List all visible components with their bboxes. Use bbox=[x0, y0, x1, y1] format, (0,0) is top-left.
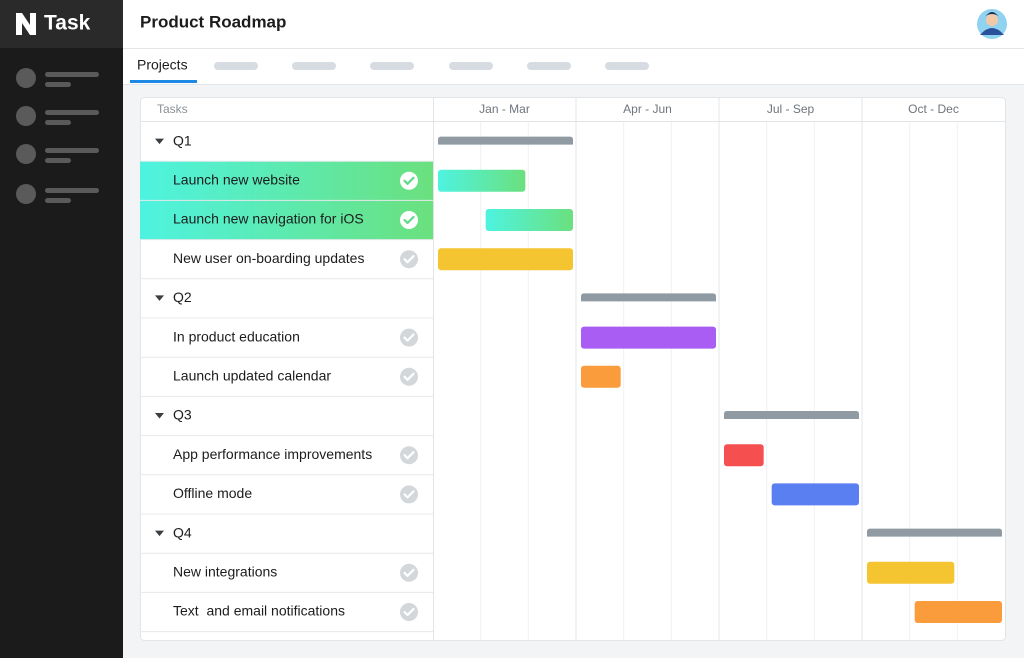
avatar[interactable] bbox=[977, 9, 1007, 39]
task-bar[interactable] bbox=[438, 248, 573, 271]
avatar-hair bbox=[985, 12, 999, 17]
tab[interactable]: Projects bbox=[137, 57, 188, 73]
tab-placeholder[interactable] bbox=[605, 62, 649, 70]
row-highlight bbox=[140, 161, 433, 201]
nav-line bbox=[45, 110, 99, 115]
check-mark bbox=[403, 568, 415, 577]
period-label: Jul - Sep bbox=[767, 102, 815, 116]
task-bar[interactable] bbox=[485, 209, 573, 231]
period-label: Oct - Dec bbox=[908, 102, 959, 116]
nav-line bbox=[45, 198, 71, 203]
period-label: Apr - Jun bbox=[623, 102, 672, 116]
task-name: Offline mode bbox=[173, 485, 252, 501]
group-label: Q4 bbox=[173, 524, 192, 540]
nav-line bbox=[45, 120, 71, 125]
task-bar[interactable] bbox=[771, 483, 859, 506]
check-mark bbox=[403, 176, 415, 185]
collapse-arrow[interactable] bbox=[155, 530, 164, 537]
nav-line bbox=[45, 148, 99, 153]
group-label: Q3 bbox=[173, 407, 192, 423]
task-bar[interactable] bbox=[724, 444, 764, 467]
tab-placeholder[interactable] bbox=[370, 62, 414, 70]
summary-bar bbox=[581, 293, 716, 302]
task-bar[interactable] bbox=[914, 601, 1002, 623]
row-highlight bbox=[140, 200, 433, 240]
nav-line bbox=[45, 82, 71, 87]
nav-line bbox=[45, 158, 71, 163]
group-label: Q1 bbox=[173, 132, 192, 148]
sidebar bbox=[0, 0, 123, 658]
task-bar[interactable] bbox=[581, 365, 621, 388]
summary-bar bbox=[867, 528, 1002, 537]
summary-bar bbox=[724, 411, 859, 419]
check-mark bbox=[403, 490, 415, 499]
tab-placeholder[interactable] bbox=[292, 62, 336, 70]
nav-line bbox=[45, 72, 99, 77]
task-bar[interactable] bbox=[438, 169, 526, 192]
collapse-arrow[interactable] bbox=[155, 295, 164, 301]
gantt: Jan - Mar Apr - Jun Jul - Sep Oct - Dec Q1 La… bbox=[140, 97, 1005, 640]
column-header: Tasks bbox=[157, 102, 188, 116]
collapse-arrow[interactable] bbox=[155, 413, 164, 419]
header bbox=[123, 0, 1024, 48]
tab-placeholder[interactable] bbox=[527, 62, 571, 70]
period-label: Jan - Mar bbox=[479, 102, 530, 116]
app-name: Task bbox=[44, 12, 91, 35]
page-title: Product Roadmap bbox=[140, 12, 286, 31]
task-name: In product education bbox=[173, 328, 300, 344]
avatar-body bbox=[980, 28, 1004, 35]
collapse-arrow[interactable] bbox=[155, 138, 164, 145]
logo-icon bbox=[16, 13, 36, 35]
tab-placeholder[interactable] bbox=[214, 62, 258, 70]
nav-icon[interactable] bbox=[16, 68, 36, 88]
check-mark bbox=[403, 607, 415, 617]
group-label: Q2 bbox=[173, 289, 192, 305]
task-name: New integrations bbox=[173, 564, 277, 580]
tab-bar bbox=[123, 49, 1024, 84]
check-mark bbox=[403, 372, 415, 381]
task-name: New user on-boarding updates bbox=[173, 250, 364, 266]
active-tab-indicator bbox=[130, 80, 197, 83]
task-name: Launch new navigation for iOS bbox=[173, 211, 364, 227]
sidebar-nav bbox=[16, 68, 99, 204]
task-bar[interactable] bbox=[867, 561, 955, 584]
task-bar[interactable] bbox=[581, 326, 716, 349]
nav-line bbox=[45, 188, 99, 193]
nav-icon[interactable] bbox=[16, 106, 36, 126]
check-mark bbox=[403, 255, 415, 264]
avatar-face bbox=[986, 14, 998, 26]
check-mark bbox=[403, 451, 415, 460]
task-name: Launch new website bbox=[173, 172, 300, 188]
nav-icon[interactable] bbox=[16, 184, 36, 204]
task-name: Text and email notifications bbox=[173, 603, 345, 619]
check-mark bbox=[403, 215, 415, 225]
nav-icon[interactable] bbox=[16, 144, 36, 164]
check-mark bbox=[403, 333, 415, 342]
task-name: Launch updated calendar bbox=[173, 368, 331, 384]
tab-placeholder[interactable] bbox=[449, 62, 493, 70]
summary-bar bbox=[438, 136, 573, 145]
task-name: App performance improvements bbox=[173, 446, 372, 462]
tab-placeholders bbox=[214, 62, 649, 70]
